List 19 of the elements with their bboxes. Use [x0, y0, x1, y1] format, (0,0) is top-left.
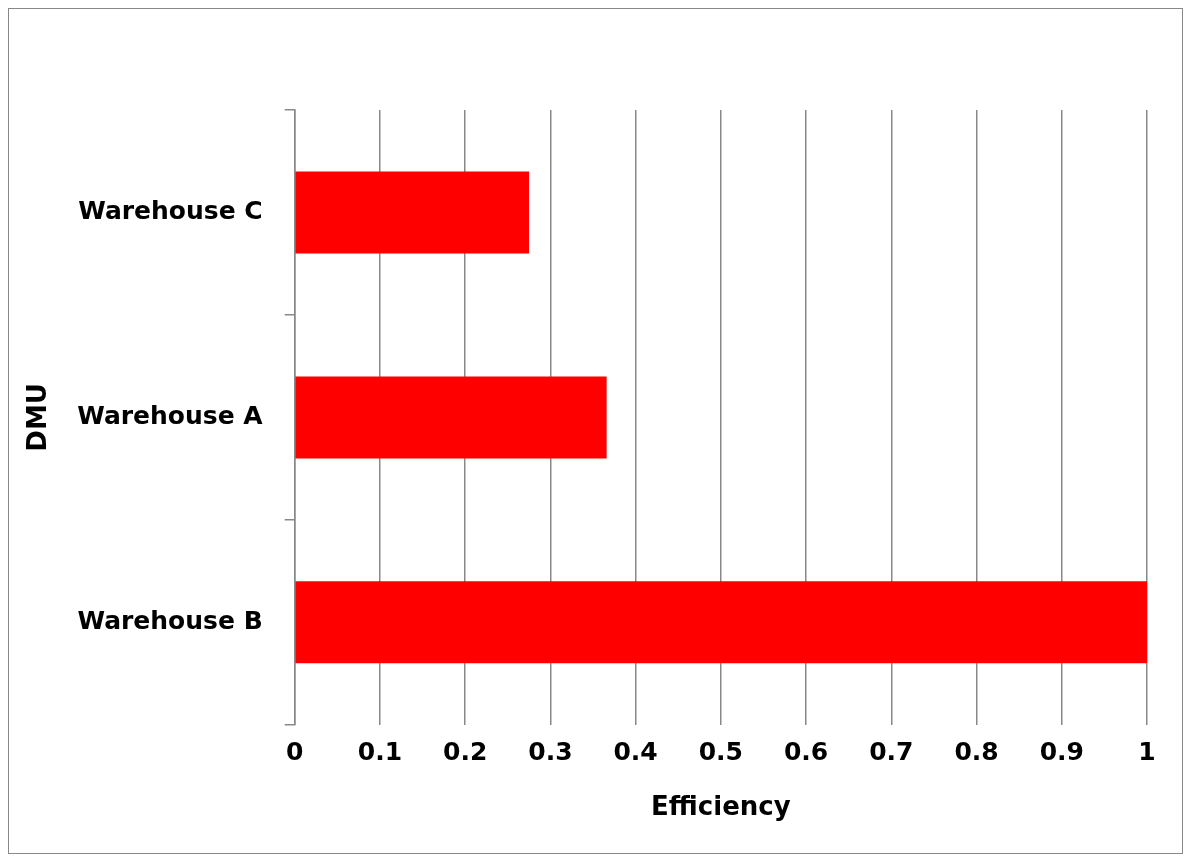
x-tick-label: 0.6 [783, 737, 829, 767]
bar [295, 376, 607, 459]
x-tick-label: 0.2 [443, 737, 488, 767]
x-tick-label: 0.3 [528, 737, 573, 767]
bar [295, 171, 530, 254]
x-tick-label: 0.9 [1039, 737, 1084, 767]
x-tick-label: 0.7 [869, 737, 914, 767]
x-tick-label: 1 [1138, 737, 1156, 767]
y-tick-label: Warehouse A [77, 400, 264, 430]
y-tick-label: Warehouse B [77, 605, 263, 635]
x-tick-label: 0.8 [954, 737, 999, 767]
x-axis-title: Efficiency [651, 791, 791, 822]
y-tick-label: Warehouse C [78, 195, 263, 225]
x-tick-label: 0.4 [613, 737, 658, 767]
x-tick-label: 0.5 [698, 737, 743, 767]
x-tick-label: 0.1 [357, 737, 403, 767]
y-axis-title: DMU [22, 383, 53, 452]
bar [295, 581, 1147, 664]
x-tick-label: 0 [285, 737, 304, 767]
